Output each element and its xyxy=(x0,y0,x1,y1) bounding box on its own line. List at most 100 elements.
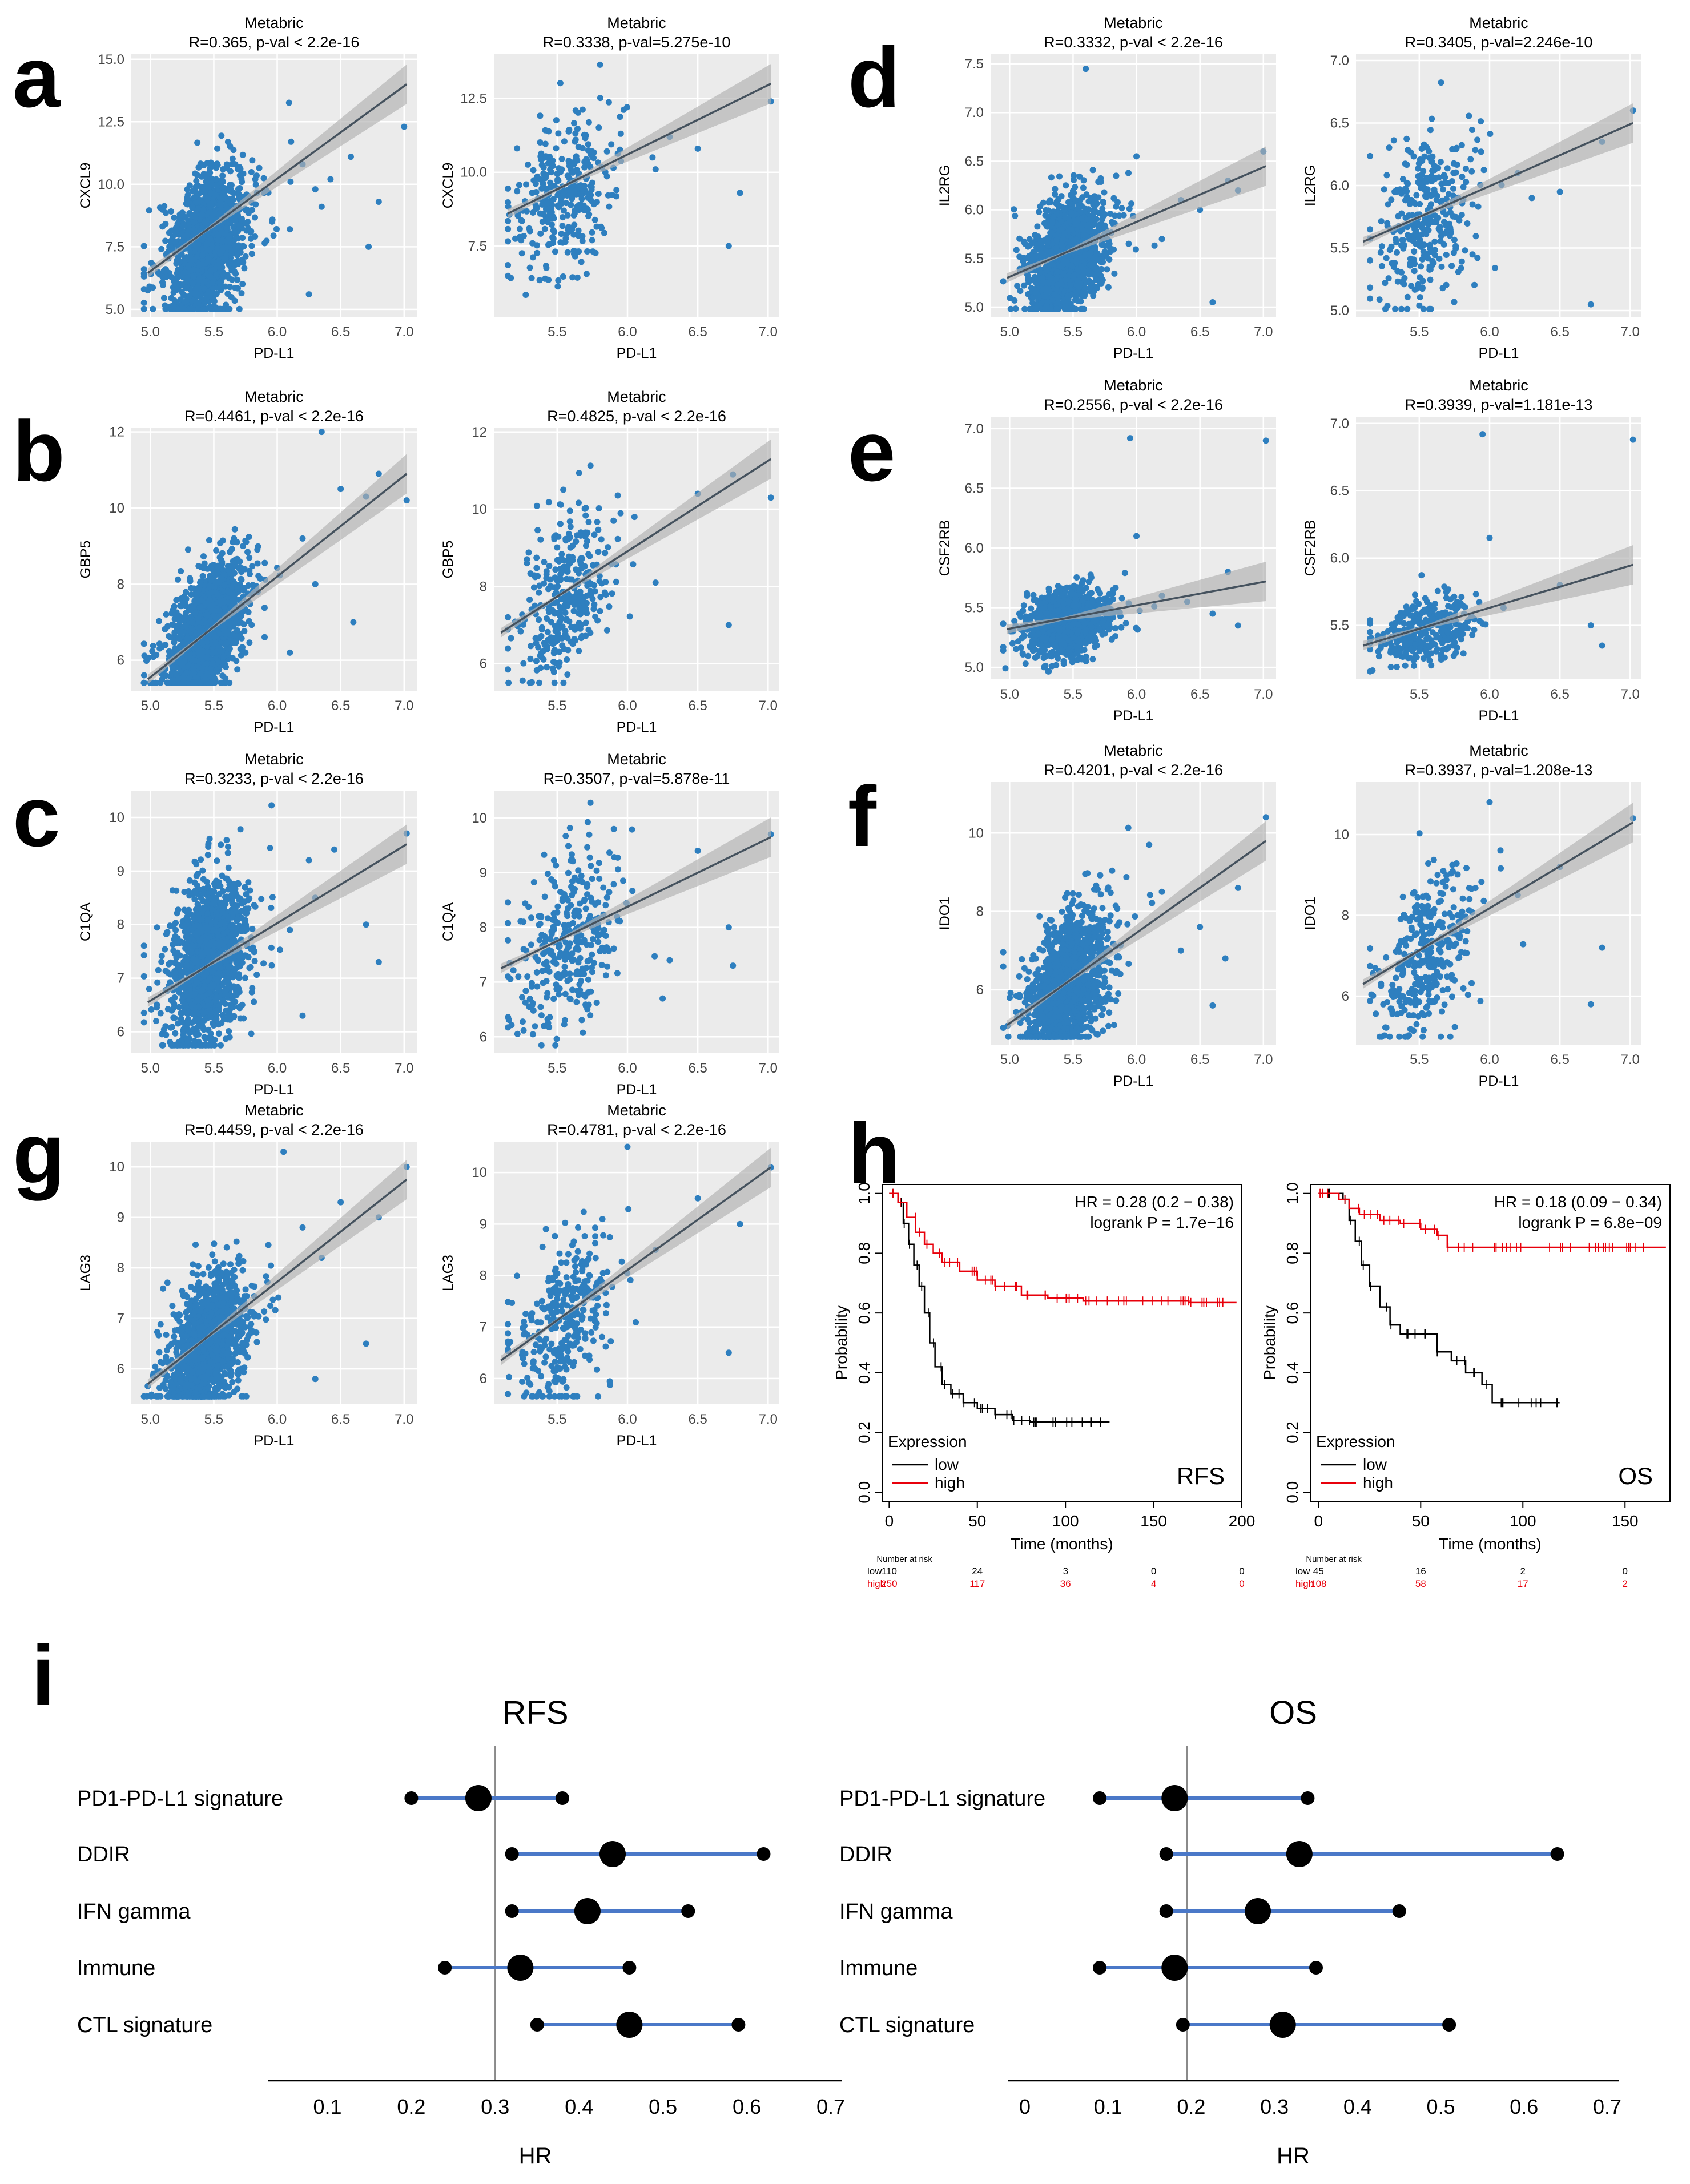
y-tick-label: 8 xyxy=(480,579,487,594)
y-tick-label: 12 xyxy=(109,425,124,440)
scatter-point xyxy=(577,532,584,539)
scatter-point xyxy=(614,492,621,499)
scatter-point xyxy=(246,534,252,540)
x-axis-label: PD-L1 xyxy=(617,719,657,735)
scatter-point xyxy=(564,602,570,609)
scatter-point xyxy=(214,1007,220,1014)
scatter-point xyxy=(235,565,242,571)
scatter-point xyxy=(204,648,211,655)
scatter-point xyxy=(590,562,597,569)
outlier-point xyxy=(652,579,659,586)
y-tick-label: 12 xyxy=(472,425,487,440)
scatter-point xyxy=(236,1005,243,1012)
scatter-point xyxy=(230,196,236,203)
scatter-point xyxy=(533,565,540,571)
x-tick-label: 6.5 xyxy=(331,324,350,340)
scatter-point xyxy=(603,627,610,634)
scatter-point xyxy=(248,235,254,242)
scatter-point xyxy=(178,230,185,237)
scatter-point xyxy=(213,1016,220,1022)
scatter-point xyxy=(209,279,216,286)
scatter-point xyxy=(550,227,557,233)
chart-title: Metabric xyxy=(607,388,666,405)
scatter-point xyxy=(546,209,553,216)
scatter-point xyxy=(553,145,560,152)
scatter-point xyxy=(603,173,610,180)
scatter-point xyxy=(577,191,584,198)
scatter-point xyxy=(191,896,198,902)
scatter-point xyxy=(164,929,171,936)
scatter-point xyxy=(536,277,543,284)
scatter-point xyxy=(158,958,165,965)
scatter-point xyxy=(518,237,525,244)
x-tick-label: 6.5 xyxy=(331,698,350,714)
scatter-point xyxy=(201,565,208,571)
scatter-point xyxy=(550,659,557,665)
scatter-point xyxy=(228,182,235,188)
scatter-point xyxy=(267,845,273,851)
scatter-point xyxy=(514,188,521,195)
scatter-point xyxy=(243,207,250,214)
scatter-point xyxy=(182,622,188,628)
scatter-point xyxy=(613,187,620,194)
scatter-point xyxy=(158,245,165,252)
panel-label-e: e xyxy=(848,403,896,499)
scatter-point xyxy=(196,275,203,281)
scatter-point xyxy=(163,611,170,618)
scatter-point xyxy=(238,577,245,583)
scatter-point xyxy=(589,237,595,244)
scatter-point xyxy=(218,206,224,213)
scatter-point xyxy=(146,654,152,661)
scatter-point xyxy=(242,884,248,890)
scatter-point xyxy=(140,243,147,249)
x-tick-label: 6.0 xyxy=(268,698,287,714)
scatter-point xyxy=(561,138,568,145)
scatter-point xyxy=(617,130,624,137)
scatter-point xyxy=(200,553,207,560)
scatter-point xyxy=(220,166,226,172)
scatter-point xyxy=(533,554,540,561)
scatter-point xyxy=(505,666,512,673)
scatter-point xyxy=(193,861,200,868)
scatter-point xyxy=(153,651,160,658)
scatter-point xyxy=(587,462,594,469)
scatter-point xyxy=(140,942,147,949)
scatter-point xyxy=(214,160,220,167)
y-axis-label: CXCL9 xyxy=(78,163,94,209)
scatter-point xyxy=(166,679,172,686)
scatter-point xyxy=(180,1009,187,1016)
scatter-point xyxy=(579,237,586,244)
scatter-point xyxy=(218,1042,224,1049)
scatter-point xyxy=(553,638,559,645)
scatter-point xyxy=(586,553,593,559)
scatter-point xyxy=(223,837,230,844)
scatter-point xyxy=(556,663,562,670)
scatter-point xyxy=(545,154,552,161)
scatter-point xyxy=(175,676,182,683)
scatter-point xyxy=(226,679,233,686)
scatter-point xyxy=(577,592,584,599)
scatter-point xyxy=(238,613,245,619)
scatter-point xyxy=(241,265,248,272)
scatter-point xyxy=(606,203,613,210)
scatter-point xyxy=(594,617,601,624)
scatter-point xyxy=(255,543,261,550)
panel-label-c: c xyxy=(13,768,61,864)
y-tick-label: 15.0 xyxy=(98,52,124,67)
scatter-point xyxy=(553,117,560,124)
panel-label-a: a xyxy=(13,29,61,125)
scatter-point xyxy=(162,1023,169,1030)
scatter-point xyxy=(534,242,540,249)
scatter-point xyxy=(605,99,612,106)
scatter-point xyxy=(609,590,615,597)
scatter-point xyxy=(252,176,259,183)
scatter-point xyxy=(189,204,196,210)
scatter-point xyxy=(591,531,598,538)
scatter-point xyxy=(169,887,176,894)
x-axis-label: PD-L1 xyxy=(617,345,657,361)
scatter-point xyxy=(154,924,160,931)
scatter-point xyxy=(505,614,512,620)
y-tick-label: 10 xyxy=(109,501,124,516)
scatter-point xyxy=(597,607,603,614)
scatter-point xyxy=(248,169,255,175)
